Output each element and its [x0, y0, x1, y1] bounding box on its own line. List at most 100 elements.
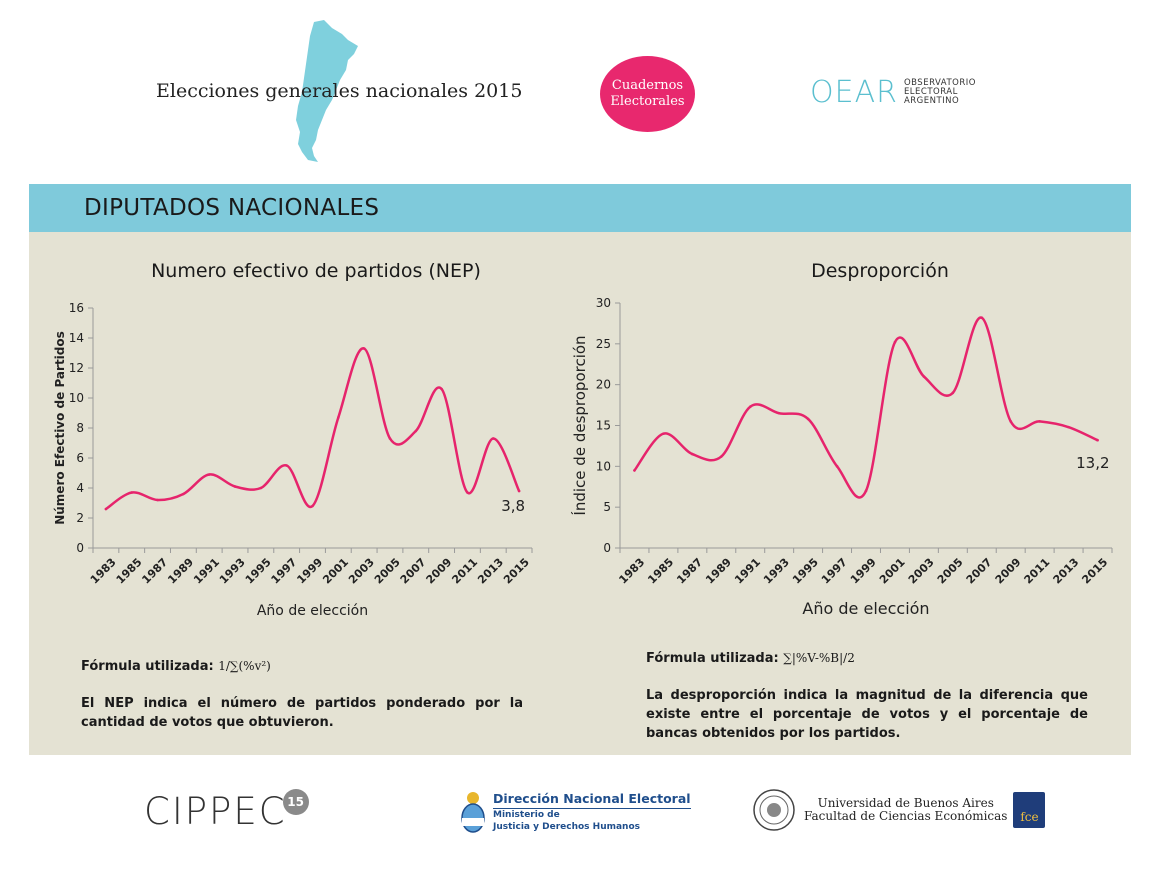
nep-data-point — [285, 464, 288, 467]
section-title: DIPUTADOS NACIONALES — [84, 195, 380, 221]
desp-data-point — [633, 469, 636, 472]
nep-data-point — [466, 491, 469, 494]
dne-text: Dirección Nacional Electoral Ministerio … — [493, 791, 691, 833]
cippec-wordmark: CIPPEC — [144, 789, 287, 833]
desp-y-tick-label: 10 — [596, 459, 611, 473]
desp-x-tick-label: 1999 — [848, 556, 879, 587]
nep-data-point — [130, 491, 134, 494]
nep-data-point — [337, 416, 340, 419]
nep-y-axis-label: Número Efectivo de Partidos — [53, 331, 67, 525]
desp-x-tick-label: 1989 — [703, 556, 734, 587]
desp-data-point — [691, 452, 694, 456]
dne-title: Dirección Nacional Electoral — [493, 791, 691, 809]
desp-data-point — [777, 411, 781, 415]
oear-line-3: ARGENTINO — [903, 95, 960, 106]
nep-end-value-label: 3,8 — [501, 497, 525, 515]
section-banner — [29, 184, 1131, 232]
coat-of-arms-icon — [461, 792, 485, 833]
desp-y-tick-label: 0 — [603, 541, 611, 555]
nep-x-tick-label: 1987 — [139, 556, 170, 587]
desp-data-point — [806, 417, 810, 421]
desp-data-point — [1038, 420, 1041, 423]
desproporcion-chart-title: Desproporción — [811, 260, 949, 282]
nep-data-point — [156, 498, 159, 502]
uba-logo: Universidad de Buenos Aires Facultad de … — [752, 788, 1046, 832]
nep-y-tick-label: 6 — [76, 451, 84, 465]
desp-y-tick-label: 5 — [603, 500, 611, 514]
nep-x-tick-label: 1995 — [243, 556, 274, 587]
desp-x-tick-label: 2001 — [877, 556, 908, 587]
nep-x-tick-label: 1991 — [191, 556, 222, 587]
nep-x-tick-label: 2007 — [398, 556, 429, 587]
nep-data-point — [388, 437, 392, 440]
nep-data-point — [207, 473, 211, 476]
nep-data-point — [182, 492, 185, 496]
cippec-logo: CIPPEC 15 — [144, 787, 309, 835]
nep-y-tick-label: 10 — [69, 391, 84, 405]
nep-x-tick-label: 2003 — [346, 556, 377, 587]
nep-x-tick-label: 1999 — [294, 556, 325, 587]
desp-data-point — [864, 489, 868, 493]
nep-chart: 0246810121416198319851987198919911993199… — [53, 301, 533, 619]
desproporcion-formula: Fórmula utilizada: ∑|%V-%B|/2 — [646, 651, 855, 666]
desp-data-point — [951, 391, 955, 395]
nep-x-tick-label: 1997 — [269, 556, 300, 587]
desp-series-line — [633, 316, 1099, 499]
oear-text: OBSERVATORIO ELECTORAL ARGENTINO — [903, 78, 976, 106]
desp-y-tick-label: 30 — [596, 296, 611, 310]
uba-line-2: Facultad de Ciencias Económicas — [804, 809, 1008, 823]
oear-line-2: ELECTORAL — [903, 86, 958, 97]
content-panel — [29, 232, 1131, 755]
nep-data-point — [517, 489, 521, 493]
nep-x-tick-label: 1985 — [114, 556, 145, 587]
nep-description: El NEP indica el número de partidos pond… — [81, 696, 523, 730]
cuadernos-line-1: Cuadernos — [611, 78, 684, 93]
desp-x-tick-label: 2003 — [906, 556, 937, 587]
nep-data-point — [259, 486, 263, 490]
desp-data-point — [1096, 438, 1099, 442]
nep-x-tick-label: 1993 — [217, 556, 248, 587]
cippec-15-badge: 15 — [282, 789, 309, 815]
desproporcion-description: La desproporción indica la magnitud de l… — [646, 688, 1088, 741]
dne-subtitle-1: Ministerio de — [493, 810, 560, 820]
dne-logo: Dirección Nacional Electoral Ministerio … — [459, 788, 691, 836]
nep-data-point — [311, 504, 314, 508]
desp-y-axis-label: Índice de desproporción — [570, 335, 589, 515]
argentina-map-icon — [296, 20, 358, 162]
uba-line-1: Universidad de Buenos Aires — [817, 796, 994, 810]
nep-x-tick-label: 1983 — [88, 556, 119, 587]
desp-data-point — [922, 375, 926, 378]
nep-y-tick-label: 12 — [69, 361, 84, 375]
nep-x-tick-label: 2005 — [372, 556, 403, 587]
desp-y-tick-label: 15 — [596, 419, 611, 433]
desproporcion-chart: 0 5 10 15 20 25 30 1983198519871989199119931995… — [570, 296, 1113, 618]
nep-formula-label: Fórmula utilizada: — [81, 659, 214, 674]
desp-data-point — [1067, 425, 1070, 429]
header-title: Elecciones generales nacionales 2015 — [156, 80, 523, 102]
desp-x-tick-label: 1987 — [674, 556, 705, 587]
desp-end-value-label: 13,2 — [1076, 454, 1109, 472]
cuadernos-electorales-logo: Cuadernos Electorales — [600, 56, 695, 132]
desp-y-tick-label: 25 — [596, 337, 611, 351]
desp-data-point — [748, 405, 752, 409]
nep-y-tick-label: 8 — [76, 421, 84, 435]
desp-x-tick-label: 2007 — [964, 556, 995, 587]
uba-seal-icon — [753, 789, 795, 831]
desp-data-point — [719, 455, 723, 458]
desp-data-point — [980, 316, 984, 319]
desp-data-point — [835, 465, 839, 468]
nep-series-line — [104, 347, 521, 511]
nep-x-tick-label: 2013 — [475, 556, 506, 587]
oear-logo: OEAR OBSERVATORIO ELECTORAL ARGENTINO — [810, 72, 976, 112]
nep-x-tick-label: 2001 — [320, 556, 351, 587]
uba-text: Universidad de Buenos Aires Facultad de … — [804, 797, 1007, 823]
nep-y-tick-label: 16 — [69, 301, 84, 315]
fce-logo: fce — [1013, 792, 1046, 828]
nep-formula-expression: 1/∑(%v²) — [218, 659, 271, 673]
nep-y-tick-label: 4 — [76, 481, 84, 495]
nep-data-point — [104, 507, 108, 511]
nep-formula: Fórmula utilizada: 1/∑(%v²) — [81, 659, 271, 674]
desp-data-point — [662, 432, 665, 435]
nep-x-tick-label: 2011 — [449, 556, 480, 587]
cuadernos-line-2: Electorales — [610, 94, 685, 109]
